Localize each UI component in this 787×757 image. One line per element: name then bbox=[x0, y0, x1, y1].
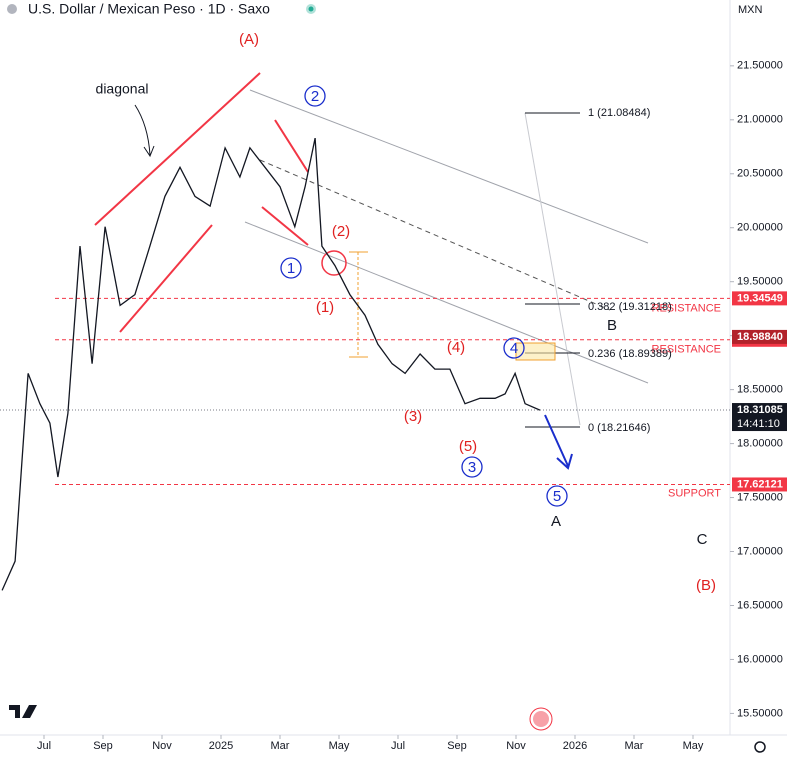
chart-title: U.S. Dollar / Mexican Peso · 1D · Saxo bbox=[28, 1, 270, 17]
wave-circle bbox=[280, 257, 302, 279]
trend-line bbox=[261, 206, 309, 246]
y-tick-label: 21.00000 bbox=[737, 114, 783, 126]
y-tick-label: 21.50000 bbox=[737, 60, 783, 72]
level-price-label: 19.34549 bbox=[737, 292, 783, 304]
x-tick-label: May bbox=[329, 740, 350, 752]
symbol-icon bbox=[7, 4, 17, 14]
x-tick-label: Nov bbox=[152, 740, 172, 752]
drawings bbox=[94, 72, 649, 470]
x-tick-label: Jul bbox=[37, 740, 51, 752]
x-tick-label: Mar bbox=[271, 740, 290, 752]
events-icon[interactable] bbox=[529, 707, 553, 731]
highlight-circle bbox=[321, 250, 347, 276]
y-tick-label: 20.50000 bbox=[737, 168, 783, 180]
wave-label: (A) bbox=[239, 31, 259, 48]
level-price-label: 17.62121 bbox=[737, 478, 783, 490]
wave-circle bbox=[503, 337, 525, 359]
x-tick-label: Nov bbox=[506, 740, 526, 752]
trend-line bbox=[119, 224, 213, 333]
wave-label: C bbox=[697, 531, 708, 548]
projection-arrow bbox=[544, 414, 573, 470]
x-tick-label: 2025 bbox=[209, 740, 233, 752]
fib-label: 1 (21.08484) bbox=[588, 107, 650, 119]
level-price-box bbox=[732, 291, 787, 306]
wave-label: 3 bbox=[468, 459, 476, 476]
y-tick-label: 18.00000 bbox=[737, 437, 783, 449]
wave-label: 2 bbox=[311, 88, 319, 105]
x-tick-label: May bbox=[683, 740, 704, 752]
y-tick-label: 20.00000 bbox=[737, 222, 783, 234]
logo bbox=[9, 705, 766, 753]
y-tick-label: 18.50000 bbox=[737, 384, 783, 396]
currency[interactable]: MXN bbox=[738, 4, 763, 16]
wave-label: (B) bbox=[696, 577, 716, 594]
level-text: SUPPORT bbox=[668, 487, 721, 499]
wave-label: B bbox=[607, 317, 617, 334]
wave-label: 1 bbox=[287, 260, 295, 277]
wave-circle bbox=[461, 456, 483, 478]
x-tick-label: Sep bbox=[447, 740, 467, 752]
events-icon[interactable] bbox=[533, 711, 549, 727]
countdown: 14:41:10 bbox=[737, 418, 780, 430]
wave-label: 4 bbox=[510, 340, 518, 357]
y-tick-label: 19.50000 bbox=[737, 276, 783, 288]
wave-circle bbox=[546, 485, 568, 507]
fib-line bbox=[524, 112, 581, 426]
trend-line bbox=[274, 119, 309, 173]
channel-line bbox=[244, 221, 649, 384]
wave-label: (2) bbox=[332, 223, 350, 240]
price-label: 18.31085 bbox=[737, 404, 783, 416]
status-dot bbox=[308, 6, 314, 12]
level-text: RESISTANCE bbox=[652, 302, 721, 314]
settings-icon[interactable] bbox=[754, 741, 766, 753]
fib-label: 0.236 (18.89389) bbox=[588, 348, 672, 360]
fib-label: 0.382 (19.31218) bbox=[588, 301, 672, 313]
y-tick-label: 16.00000 bbox=[737, 653, 783, 665]
wave-label: diagonal bbox=[96, 81, 149, 97]
wave-label: (3) bbox=[404, 408, 422, 425]
x-tick-label: 2026 bbox=[563, 740, 587, 752]
y-tick-label: 15.50000 bbox=[737, 707, 783, 719]
y-tick-label: 16.50000 bbox=[737, 599, 783, 611]
price-label: 18.98840 bbox=[737, 331, 783, 343]
wave-label: (1) bbox=[316, 299, 334, 316]
wave-label: (4) bbox=[447, 339, 465, 356]
y-tick-label: 17.00000 bbox=[737, 545, 783, 557]
fib-label: 0 (18.21646) bbox=[588, 422, 650, 434]
level-price-box bbox=[732, 477, 787, 492]
price-line bbox=[1, 137, 541, 591]
wave-circle bbox=[304, 85, 326, 107]
x-tick-label: Mar bbox=[625, 740, 644, 752]
price-box bbox=[732, 403, 787, 432]
y-tick-label: 17.50000 bbox=[737, 491, 783, 503]
logo-mark bbox=[9, 705, 37, 718]
x-tick-label: Jul bbox=[391, 740, 405, 752]
wave-label: 5 bbox=[553, 488, 561, 505]
price-box bbox=[732, 329, 787, 344]
x-tick-label: Sep bbox=[93, 740, 113, 752]
wave-label: (5) bbox=[459, 438, 477, 455]
wave-label: A bbox=[551, 513, 561, 530]
channel-line bbox=[249, 89, 649, 244]
pointer-arrow bbox=[134, 104, 155, 158]
level-text: RESISTANCE bbox=[652, 344, 721, 356]
target-box bbox=[515, 342, 556, 361]
trend-line bbox=[94, 72, 261, 226]
